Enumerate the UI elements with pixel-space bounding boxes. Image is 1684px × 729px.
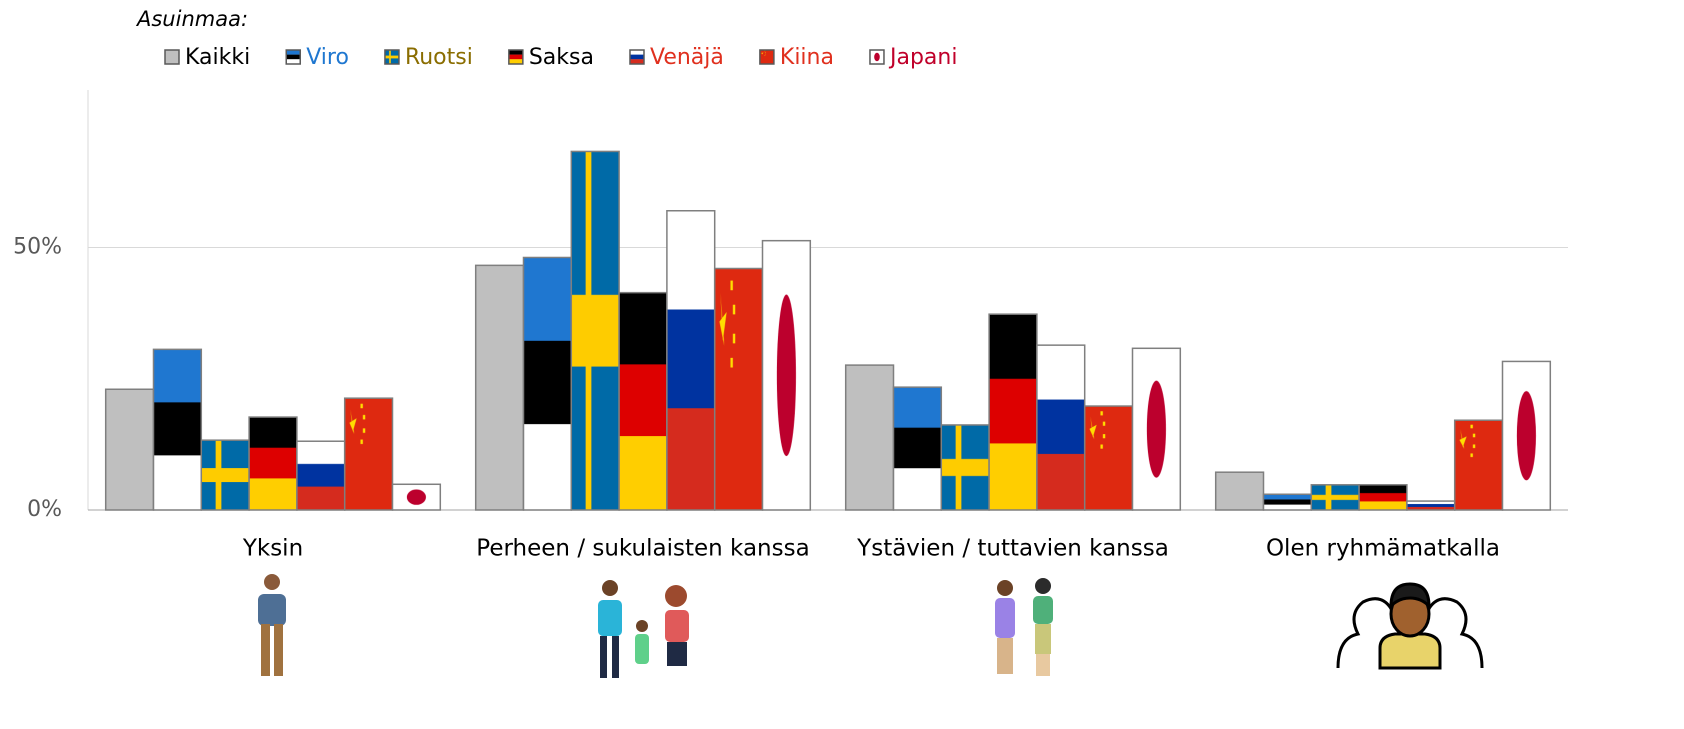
chart: Asuinmaa: 0% 50% Yksin Perheen / sukulaiste… (0, 0, 1684, 729)
bar (297, 441, 345, 510)
legend-swatch (870, 50, 884, 64)
icon-family (598, 580, 689, 678)
bar (619, 293, 667, 510)
legend-label: Venäjä (650, 45, 724, 70)
bar (667, 211, 715, 510)
bar (1037, 345, 1085, 510)
bar (1455, 420, 1503, 510)
x-tick-label: Yksin (242, 536, 303, 562)
legend-swatch (509, 50, 523, 64)
bar (106, 389, 154, 510)
y-tick-label: 50% (13, 235, 62, 260)
legend-label: Kaikki (185, 45, 250, 70)
bar (894, 387, 942, 510)
y-tick-label: 0% (27, 497, 62, 522)
x-tick-label: Ystävien / tuttavien kanssa (856, 536, 1169, 562)
bar (571, 151, 619, 510)
legend-swatch (630, 50, 644, 64)
bar (1359, 485, 1407, 510)
bar (1216, 472, 1264, 510)
bar (1085, 406, 1133, 510)
x-tick-label: Perheen / sukulaisten kanssa (476, 536, 809, 562)
legend-label: Saksa (529, 45, 594, 70)
legend-title: Asuinmaa: (135, 7, 248, 31)
bar (345, 398, 393, 510)
x-tick-label: Olen ryhmämatkalla (1266, 536, 1500, 562)
icon-friends (995, 578, 1053, 676)
legend-swatch (165, 50, 179, 64)
bar (1407, 501, 1455, 510)
legend-label: Viro (306, 45, 349, 70)
bar (989, 314, 1037, 510)
bar (154, 349, 202, 510)
legend-swatch (760, 50, 774, 64)
legend-swatch (286, 50, 300, 64)
bar (1311, 485, 1359, 510)
legend-label: Japani (888, 45, 957, 70)
icon-group (1338, 584, 1482, 668)
icon-single (258, 574, 286, 676)
bar (249, 417, 297, 510)
bar (476, 265, 524, 510)
bar (846, 365, 894, 510)
bar (524, 257, 572, 510)
legend-label: Ruotsi (405, 45, 473, 70)
bar (393, 484, 441, 510)
bar (201, 440, 249, 510)
bar (1503, 361, 1551, 510)
legend-label: Kiina (780, 45, 834, 70)
bar (763, 241, 811, 510)
bar (941, 425, 989, 510)
bar (1133, 348, 1181, 510)
bar (715, 269, 763, 511)
bar (1264, 494, 1312, 510)
legend-swatch (385, 50, 399, 64)
